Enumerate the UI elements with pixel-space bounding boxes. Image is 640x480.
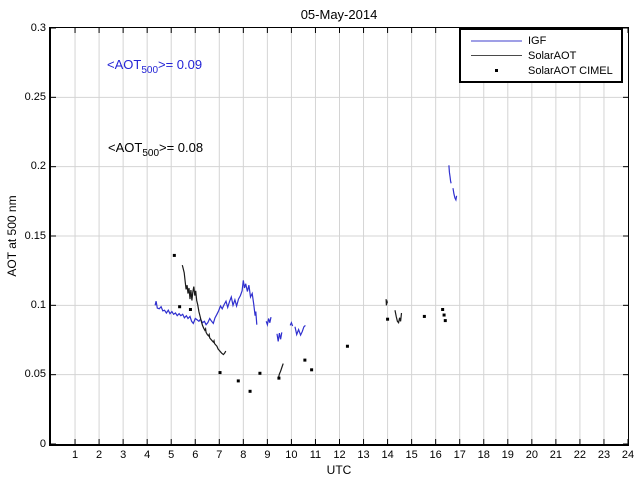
- x-tick-label: 14: [381, 449, 394, 461]
- x-tick-label: 23: [597, 449, 611, 461]
- chart-canvas: [51, 28, 628, 444]
- y-tick-label: 0.1: [30, 298, 46, 311]
- x-tick-label: 12: [333, 449, 346, 461]
- legend-label: SolarAOT: [528, 49, 577, 62]
- x-tick-label: 3: [120, 449, 127, 461]
- cimel-data-point: [178, 305, 182, 309]
- x-tick-label: 6: [192, 449, 199, 461]
- igf-data-line: [276, 332, 283, 342]
- annotation-prefix: <AOT: [107, 57, 142, 72]
- cimel-data-point: [345, 344, 349, 348]
- cimel-data-point: [188, 307, 192, 311]
- solaraot-data-line: [385, 299, 388, 306]
- annotation-subscript: 500: [142, 148, 160, 159]
- annotation-value: >= 0.08: [159, 140, 204, 155]
- mean-aot-annotation-igf: <AOT500>= 0.09: [107, 57, 202, 76]
- x-tick-label: 5: [168, 449, 175, 461]
- cimel-data-point: [310, 368, 314, 372]
- cimel-data-point: [172, 253, 176, 257]
- x-tick-label: 20: [525, 449, 538, 461]
- igf-line-swatch: [471, 39, 522, 42]
- legend-line-sample-igf: [471, 39, 522, 42]
- legend-item-solaraot-cimel: SolarAOT CIMEL: [461, 63, 621, 78]
- igf-data-line: [294, 324, 306, 337]
- x-tick-label: 19: [501, 449, 514, 461]
- x-tick-label: 7: [216, 449, 223, 461]
- legend-item-solaraot: SolarAOT: [461, 48, 621, 63]
- cimel-data-point: [422, 314, 426, 318]
- cimel-data-point: [236, 379, 240, 383]
- igf-data-line: [289, 321, 294, 327]
- igf-data-line: [448, 165, 452, 184]
- y-tick-label: 0.2: [30, 160, 46, 173]
- mean-aot-annotation-solaraot: <AOT500>= 0.08: [108, 140, 203, 159]
- x-tick-label: 10: [285, 449, 298, 461]
- y-tick-label: 0.15: [24, 229, 46, 242]
- plot-area: [49, 27, 629, 446]
- x-tick-label: 21: [549, 449, 562, 461]
- legend-dot-sample-cimel: [471, 69, 522, 72]
- annotation-prefix: <AOT: [108, 140, 143, 155]
- cimel-data-point: [442, 313, 446, 317]
- cimel-data-point: [441, 307, 445, 311]
- legend-item-igf: IGF: [461, 33, 621, 48]
- legend-label: SolarAOT CIMEL: [528, 64, 613, 77]
- cimel-data-point: [218, 371, 222, 375]
- annotation-value: >= 0.09: [158, 57, 203, 72]
- igf-data-line: [452, 188, 458, 202]
- annotation-subscript: 500: [141, 65, 159, 76]
- x-axis-label: UTC: [326, 463, 352, 477]
- y-tick-label: 0.05: [24, 368, 46, 381]
- cimel-data-point: [443, 319, 447, 323]
- cimel-dot-swatch: [495, 69, 498, 72]
- x-tick-label: 22: [573, 449, 587, 461]
- y-tick-label: 0.3: [30, 21, 46, 34]
- solaraot-data-line: [394, 310, 403, 325]
- x-tick-label: 9: [264, 449, 271, 461]
- solaraot-data-line: [181, 264, 227, 356]
- chart-title: 05-May-2014: [300, 7, 378, 22]
- cimel-data-point: [386, 317, 390, 321]
- cimel-data-point: [248, 389, 252, 393]
- x-tick-label: 15: [405, 449, 418, 461]
- y-tick-label: 0.25: [24, 90, 46, 103]
- igf-data-line: [265, 316, 272, 327]
- x-tick-label: 4: [144, 449, 151, 461]
- x-tick-label: 18: [477, 449, 490, 461]
- x-tick-label: 24: [621, 449, 635, 461]
- cimel-data-point: [277, 376, 281, 380]
- x-tick-label: 13: [357, 449, 370, 461]
- igf-data-line: [154, 280, 258, 326]
- x-tick-label: 16: [429, 449, 442, 461]
- solaraot-data-line: [277, 363, 284, 379]
- cimel-data-point: [303, 358, 307, 362]
- legend: IGF SolarAOT SolarAOT CIMEL: [459, 28, 623, 83]
- legend-label: IGF: [528, 34, 547, 47]
- x-tick-label: 2: [96, 449, 103, 461]
- cimel-data-point: [258, 371, 262, 375]
- y-tick-label: 0: [39, 437, 46, 450]
- x-tick-label: 1: [71, 449, 79, 461]
- x-tick-label: 8: [240, 449, 247, 461]
- x-tick-label: 17: [453, 449, 466, 461]
- legend-line-sample-solaraot: [471, 55, 522, 56]
- solaraot-line-swatch: [471, 55, 522, 56]
- x-tick-label: 11: [309, 449, 322, 461]
